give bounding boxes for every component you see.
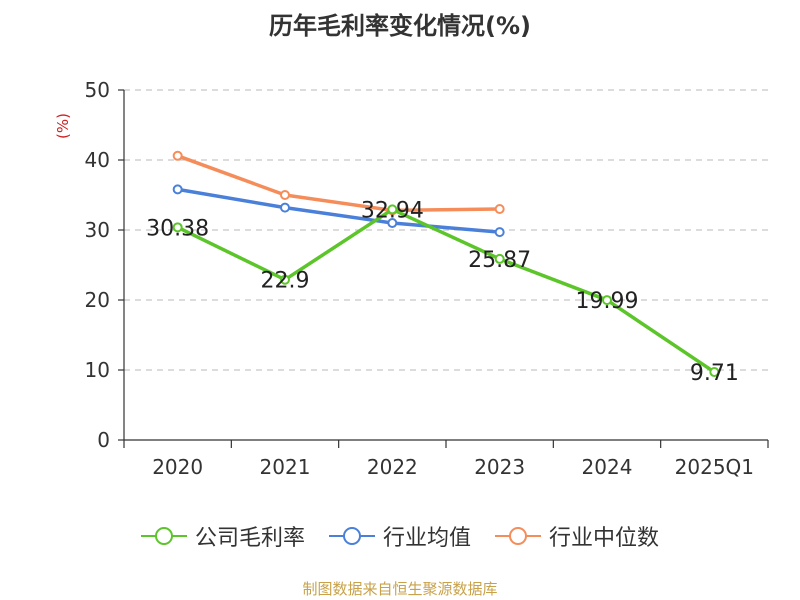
data-point: [172, 150, 183, 161]
data-point: [280, 190, 290, 200]
legend-marker-industry-median: [495, 527, 541, 545]
legend: 公司毛利率 行业均值 行业中位数: [0, 520, 800, 552]
data-label: 9.71: [690, 361, 739, 386]
data-point: [494, 204, 505, 214]
series-line: [176, 207, 716, 374]
legend-item-company[interactable]: 公司毛利率: [140, 520, 305, 552]
y-tick-label: 20: [85, 288, 110, 312]
data-label: 30.38: [146, 216, 209, 241]
data-point: [709, 367, 720, 378]
data-point: [494, 253, 505, 264]
legend-marker-company: [140, 527, 187, 545]
data-point: [280, 274, 290, 285]
y-tick-label: 30: [85, 218, 110, 242]
y-axis-label: (%): [54, 113, 72, 139]
x-tick-label: 2020: [152, 455, 203, 479]
y-tick-label: 40: [85, 148, 110, 172]
series-line: [177, 154, 500, 213]
legend-label-industry-median: 行业中位数: [549, 526, 660, 551]
data-point: [602, 295, 612, 306]
x-tick-label: 2022: [367, 455, 418, 479]
data-point: [172, 222, 183, 233]
legend-item-industry-median[interactable]: 行业中位数: [495, 520, 659, 552]
data-point: [387, 218, 398, 228]
data-point: [172, 184, 183, 195]
data-label: 19.99: [576, 289, 639, 314]
series-line: [177, 187, 500, 234]
chart-title: 历年毛利率变化情况(%): [269, 12, 531, 40]
y-tick-label: 0: [97, 428, 110, 452]
source-note: 制图数据来自恒生聚源数据库: [302, 580, 498, 598]
data-point: [387, 204, 398, 215]
data-label: 32.94: [361, 198, 424, 223]
legend-marker-industry-mean: [328, 527, 375, 545]
legend-label-industry-mean: 行业均值: [382, 526, 471, 551]
x-tick-label: 2023: [474, 455, 525, 479]
data-label: 25.87: [468, 248, 531, 273]
x-tick-label: 2024: [582, 455, 633, 479]
legend-item-industry-mean[interactable]: 行业均值: [328, 520, 471, 552]
data-point: [280, 202, 290, 213]
x-tick-label: 2025Q1: [675, 455, 754, 479]
y-tick-label: 50: [85, 78, 110, 102]
y-tick-label: 10: [85, 358, 110, 382]
x-tick-label: 2021: [260, 455, 311, 479]
data-point: [494, 227, 505, 238]
data-label: 22.9: [261, 269, 310, 294]
legend-label-company: 公司毛利率: [194, 526, 305, 551]
